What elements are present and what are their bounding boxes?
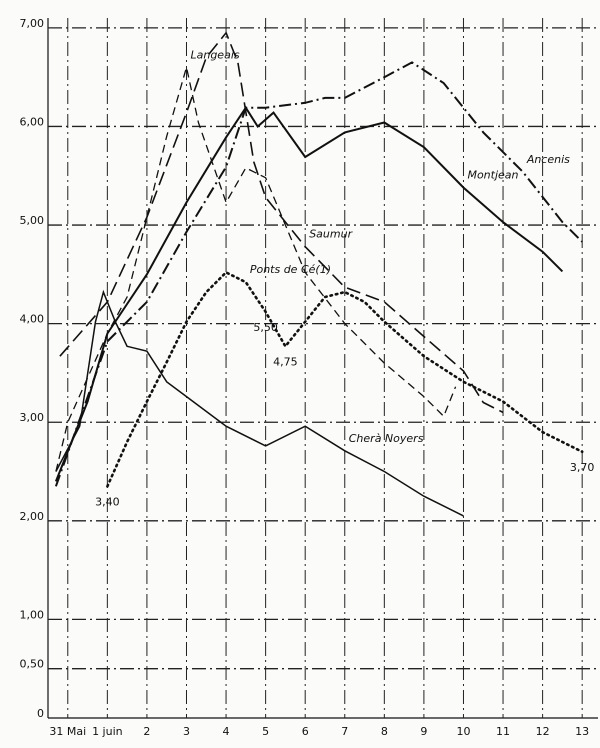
series-label: Langeais xyxy=(190,48,239,61)
x-tick-label: 8 xyxy=(381,725,388,738)
series-label: Cherà Noyers xyxy=(349,432,424,445)
x-tick-label: 10 xyxy=(456,725,470,738)
y-tick-label: 5,00 xyxy=(20,214,45,227)
x-tick-label: 12 xyxy=(536,725,550,738)
annotation: 5,50 xyxy=(253,321,278,334)
x-tick-label: 7 xyxy=(341,725,348,738)
y-tick-label: 6,00 xyxy=(20,115,45,128)
x-tick-label: 13 xyxy=(575,725,589,738)
series-line xyxy=(54,61,583,487)
series-label: Saumur xyxy=(309,228,353,241)
series-line xyxy=(55,289,464,517)
series-label: Ponts de Cé(1) xyxy=(250,263,331,276)
y-tick-label: 2,00 xyxy=(20,510,45,523)
y-tick-label: 4,00 xyxy=(20,313,45,326)
x-tick-label: 5 xyxy=(262,725,269,738)
x-tick-label: 3 xyxy=(183,725,190,738)
x-tick-label: 11 xyxy=(496,725,510,738)
y-tick-label: 7,00 xyxy=(20,17,45,30)
annotation: 3,70 xyxy=(570,461,595,474)
annotation: 4,75 xyxy=(273,355,298,368)
series-line xyxy=(59,31,504,414)
x-tick-label: 2 xyxy=(143,725,150,738)
y-tick-label: 0 xyxy=(37,707,44,720)
series-line xyxy=(106,270,584,488)
x-tick-label: 9 xyxy=(420,725,427,738)
x-tick-label: 6 xyxy=(302,725,309,738)
x-tick-label: 4 xyxy=(223,725,230,738)
x-tick-label: 31 Mai xyxy=(49,725,86,738)
series-line xyxy=(54,105,564,482)
series-label: Montjean xyxy=(467,169,518,182)
series-line xyxy=(55,67,457,472)
annotation: 3,40 xyxy=(95,495,120,508)
y-tick-label: 3,00 xyxy=(20,411,45,424)
series-label: Ancenis xyxy=(526,153,570,166)
x-tick-label: 1 juin xyxy=(92,725,123,738)
y-tick-label: 1,00 xyxy=(20,608,45,621)
y-tick-label: 0,50 xyxy=(20,658,45,671)
